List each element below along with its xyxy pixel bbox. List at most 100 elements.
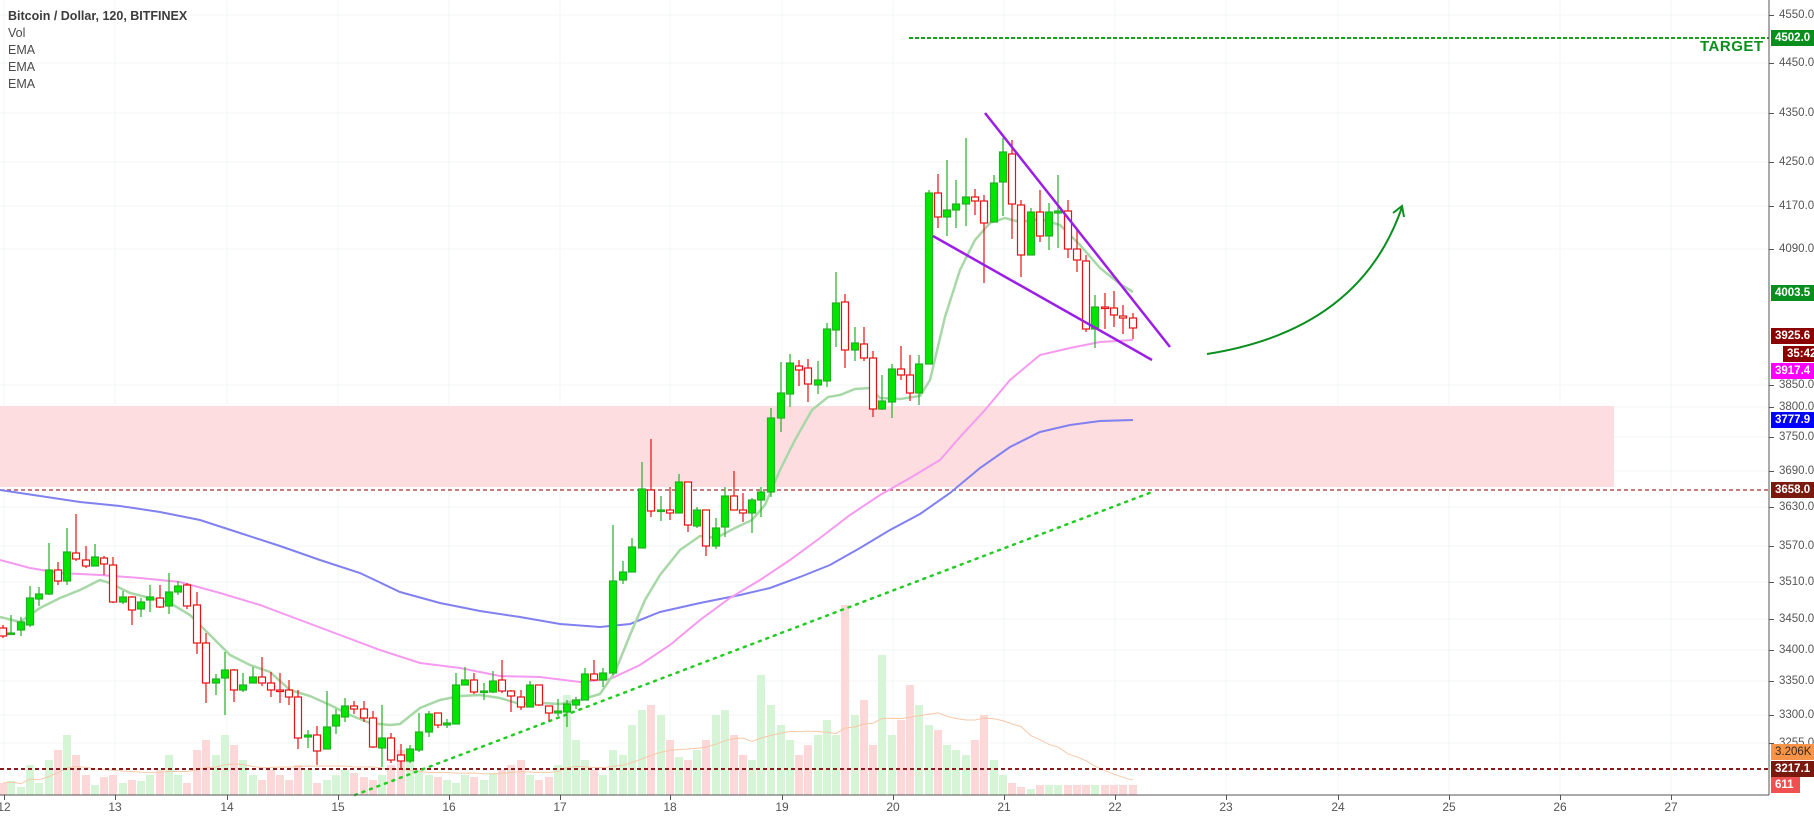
candle[interactable] bbox=[44, 543, 54, 595]
candle[interactable] bbox=[479, 683, 489, 700]
candle[interactable] bbox=[1109, 291, 1119, 327]
wedge-upper-line[interactable] bbox=[984, 112, 1171, 348]
candle[interactable] bbox=[284, 680, 294, 705]
candle[interactable] bbox=[692, 507, 702, 528]
candle[interactable] bbox=[859, 327, 869, 361]
candle[interactable] bbox=[164, 573, 174, 614]
candle[interactable] bbox=[303, 730, 313, 748]
candle[interactable] bbox=[776, 362, 786, 432]
candle[interactable] bbox=[1118, 305, 1128, 334]
candle[interactable] bbox=[961, 138, 971, 226]
candle[interactable] bbox=[90, 544, 100, 567]
candle[interactable] bbox=[998, 138, 1008, 216]
candle[interactable] bbox=[6, 615, 16, 636]
candle[interactable] bbox=[257, 657, 267, 686]
indicator-volume[interactable]: Vol bbox=[8, 26, 26, 40]
candle[interactable] bbox=[627, 538, 637, 573]
candle[interactable] bbox=[1090, 295, 1100, 348]
candle[interactable] bbox=[970, 189, 980, 215]
candle[interactable] bbox=[173, 581, 183, 595]
candle[interactable] bbox=[331, 709, 341, 734]
candle[interactable] bbox=[266, 672, 276, 697]
candle[interactable] bbox=[887, 364, 897, 418]
candle[interactable] bbox=[1072, 230, 1082, 272]
candle[interactable] bbox=[683, 481, 693, 532]
candle[interactable] bbox=[896, 346, 906, 380]
candle[interactable] bbox=[0, 625, 8, 638]
candle[interactable] bbox=[877, 375, 887, 410]
symbol-title[interactable]: Bitcoin / Dollar, 120, BITFINEX bbox=[8, 9, 188, 23]
indicator-ema-2[interactable]: EMA bbox=[8, 60, 36, 74]
candle[interactable] bbox=[405, 745, 415, 763]
candle[interactable] bbox=[571, 697, 581, 709]
candle[interactable] bbox=[1081, 255, 1091, 332]
target-label[interactable]: TARGET bbox=[1700, 38, 1764, 55]
candle[interactable] bbox=[1128, 313, 1138, 339]
candle[interactable] bbox=[275, 673, 285, 703]
candle[interactable] bbox=[562, 700, 572, 727]
ema-slow-line[interactable] bbox=[0, 419, 1134, 629]
rising-trendline[interactable] bbox=[353, 490, 1154, 797]
candle[interactable] bbox=[192, 592, 202, 654]
candle[interactable] bbox=[201, 633, 211, 703]
candle[interactable] bbox=[145, 585, 155, 612]
candle[interactable] bbox=[442, 719, 452, 728]
candle[interactable] bbox=[248, 667, 258, 684]
candle[interactable] bbox=[460, 667, 470, 686]
candle[interactable] bbox=[1053, 175, 1063, 248]
candle[interactable] bbox=[850, 327, 860, 361]
candle[interactable] bbox=[674, 474, 684, 514]
candle[interactable] bbox=[368, 711, 378, 748]
candle[interactable] bbox=[293, 690, 303, 749]
candle[interactable] bbox=[1016, 200, 1026, 277]
candle[interactable] bbox=[136, 598, 146, 617]
candle[interactable] bbox=[34, 587, 44, 606]
candle[interactable] bbox=[71, 514, 81, 561]
candle[interactable] bbox=[433, 712, 443, 728]
candle[interactable] bbox=[62, 528, 72, 585]
candle[interactable] bbox=[1007, 140, 1017, 239]
candle[interactable] bbox=[451, 673, 461, 725]
candle[interactable] bbox=[1100, 293, 1110, 329]
candle[interactable] bbox=[756, 487, 766, 517]
indicator-ema-1[interactable]: EMA bbox=[8, 43, 36, 57]
candle[interactable] bbox=[424, 711, 434, 737]
candle[interactable] bbox=[598, 668, 608, 687]
candle[interactable] bbox=[155, 585, 165, 608]
candle[interactable] bbox=[711, 518, 721, 549]
candle[interactable] bbox=[386, 733, 396, 763]
candle[interactable] bbox=[25, 586, 35, 627]
ema-mid-line[interactable] bbox=[0, 339, 1134, 684]
candle[interactable] bbox=[794, 360, 804, 386]
candle[interactable] bbox=[868, 351, 878, 417]
candle[interactable] bbox=[396, 744, 406, 770]
candle[interactable] bbox=[525, 681, 535, 708]
candle[interactable] bbox=[349, 701, 359, 714]
candle[interactable] bbox=[914, 355, 924, 405]
indicator-ema-3[interactable]: EMA bbox=[8, 77, 36, 91]
candlesticks[interactable] bbox=[0, 138, 1138, 770]
candle[interactable] bbox=[831, 272, 841, 347]
candle[interactable] bbox=[127, 596, 137, 625]
candle[interactable] bbox=[53, 562, 63, 585]
candle[interactable] bbox=[108, 557, 118, 603]
candle[interactable] bbox=[488, 671, 498, 693]
candle[interactable] bbox=[979, 195, 989, 283]
candle[interactable] bbox=[720, 487, 730, 537]
candle[interactable] bbox=[608, 525, 618, 675]
candle[interactable] bbox=[469, 673, 479, 694]
projection-arrow[interactable] bbox=[1206, 206, 1403, 355]
candle[interactable] bbox=[656, 496, 666, 521]
candle[interactable] bbox=[1044, 203, 1054, 250]
candle[interactable] bbox=[516, 690, 526, 710]
candle[interactable] bbox=[1035, 190, 1045, 242]
candle[interactable] bbox=[238, 673, 248, 692]
candle[interactable] bbox=[16, 617, 26, 636]
candle[interactable] bbox=[766, 408, 776, 497]
candle[interactable] bbox=[729, 471, 739, 511]
wedge-lower-line[interactable] bbox=[932, 234, 1153, 362]
candle[interactable] bbox=[377, 705, 387, 767]
candle[interactable] bbox=[803, 359, 813, 402]
candle[interactable] bbox=[497, 660, 507, 693]
candle[interactable] bbox=[840, 294, 850, 368]
